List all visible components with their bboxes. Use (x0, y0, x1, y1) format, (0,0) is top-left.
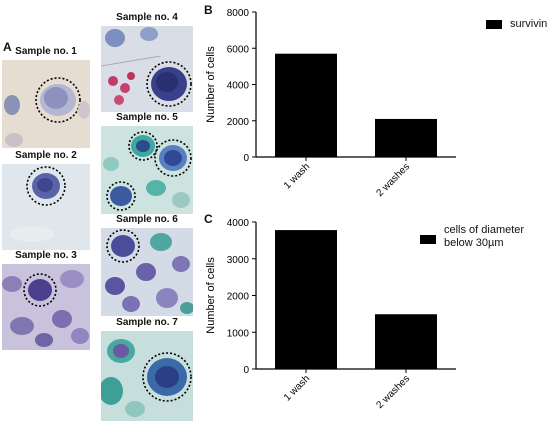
sample-label: Sample no. 3 (15, 250, 77, 261)
sample-5: Sample no. 5 (101, 112, 193, 214)
x-tick-label: 2 washes (374, 373, 412, 411)
legend-label: cells of diameter below 30µm (444, 224, 525, 249)
y-axis-title: Number of cells (205, 46, 217, 123)
y-tick-label: 1000 (227, 328, 250, 339)
legend-swatch (420, 235, 436, 244)
bar (375, 314, 437, 369)
chart-c: 0 1000 2000 3000 4000 Number of cells 1 wash 2 … (200, 210, 550, 423)
y-tick-label: 4000 (227, 218, 250, 229)
sample-3: Sample no. 3 (2, 250, 90, 350)
y-tick-label: 3000 (227, 255, 250, 266)
micrograph-image (2, 60, 90, 148)
y-tick-label: 2000 (227, 117, 250, 128)
y-axis-title: Number of cells (205, 257, 217, 334)
bar-chart-svg: 0 1000 2000 3000 4000 Number of cells 1 wash 2 … (205, 218, 456, 411)
chart-c-legend: cells of diameter below 30µm (420, 224, 548, 254)
sample-label: Sample no. 2 (15, 150, 77, 161)
sample-7: Sample no. 7 (101, 317, 193, 421)
panel-c-letter: C (204, 212, 213, 226)
micrograph-image (101, 228, 193, 316)
micrograph-image (2, 164, 90, 250)
x-tick-label: 2 washes (374, 161, 412, 199)
chart-b: 0 2000 4000 6000 8000 Number of cells 1 wash 2 … (200, 0, 550, 210)
sample-label: Sample no. 4 (116, 12, 178, 23)
micrograph-image (2, 264, 90, 350)
panel-a-letter: A (3, 40, 12, 54)
x-tick-label: 1 wash (282, 161, 312, 191)
bar (375, 118, 437, 157)
sample-label: Sample no. 7 (116, 317, 178, 328)
chart-b-legend: survivin (486, 18, 550, 34)
y-tick-label: 8000 (227, 8, 250, 19)
sample-label: Sample no. 6 (116, 214, 178, 225)
micrograph-image (101, 331, 193, 421)
y-tick-label: 4000 (227, 81, 250, 92)
y-tick-label: 6000 (227, 44, 250, 55)
sample-label: Sample no. 5 (116, 112, 178, 123)
sample-6: Sample no. 6 (101, 214, 193, 316)
bar (275, 230, 337, 369)
bar-chart-svg: 0 2000 4000 6000 8000 Number of cells 1 wash 2 … (205, 8, 456, 199)
legend-label: survivin (510, 18, 548, 30)
x-tick-label: 1 wash (282, 373, 312, 403)
micrograph-image (101, 26, 193, 112)
sample-label: Sample no. 1 (15, 46, 77, 57)
y-tick-label: 0 (243, 153, 249, 164)
panel-b-letter: B (204, 3, 213, 17)
sample-4: Sample no. 4 (101, 12, 193, 112)
micrograph-image (101, 126, 193, 214)
y-tick-label: 2000 (227, 292, 250, 303)
bar (275, 53, 337, 157)
y-tick-label: 0 (243, 365, 249, 376)
sample-2: Sample no. 2 (2, 150, 90, 250)
sample-1: Sample no. 1 (2, 46, 90, 148)
legend-swatch (486, 20, 502, 29)
